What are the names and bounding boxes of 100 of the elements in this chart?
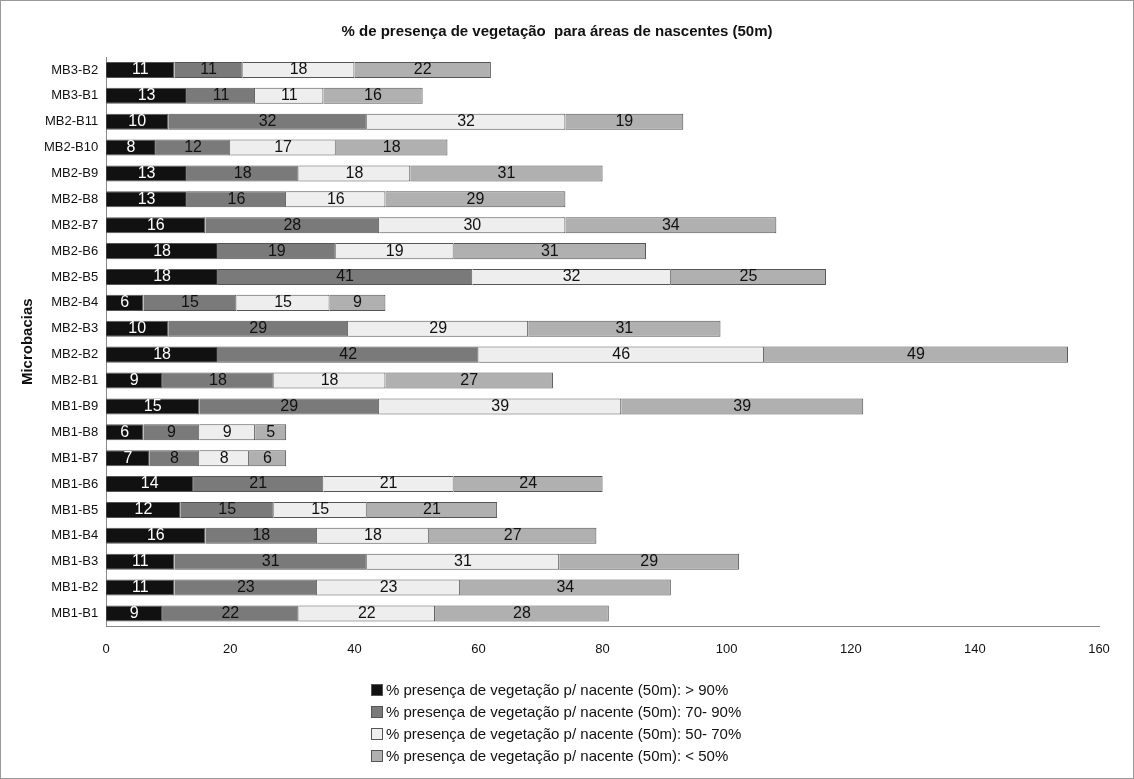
data-label: 22 <box>413 60 432 78</box>
data-label: 34 <box>661 215 680 233</box>
data-label: 18 <box>289 60 308 78</box>
data-label: 18 <box>345 163 364 181</box>
data-label: 9 <box>353 293 363 311</box>
data-label: 22 <box>357 603 376 621</box>
data-label: 39 <box>491 396 510 414</box>
data-label: 11 <box>132 577 149 595</box>
y-tick-label: MB1-B5 <box>51 501 99 517</box>
y-tick-label: MB1-B6 <box>51 475 99 491</box>
legend-label: % presença de vegetação p/ nacente (50m): 50- 70% <box>386 724 742 744</box>
x-tick-label: 80 <box>595 640 610 656</box>
x-tick-label: 60 <box>471 640 486 656</box>
legend-label: % presença de vegetação p/ nacente (50m): 70- 90% <box>386 702 742 722</box>
data-label: 29 <box>429 319 448 337</box>
data-label: 16 <box>364 86 383 104</box>
legend-label: % presença de vegetação p/ nacente (50m): > 90% <box>386 680 729 700</box>
data-label: 29 <box>466 189 485 207</box>
data-label: 18 <box>364 526 383 544</box>
data-label: 22 <box>221 603 240 621</box>
data-label: 32 <box>258 112 277 130</box>
data-label: 24 <box>519 474 538 492</box>
data-label: 11 <box>132 552 149 570</box>
data-label: 7 <box>123 448 133 466</box>
data-label: 16 <box>146 215 165 233</box>
data-label: 21 <box>249 474 268 492</box>
data-label: 30 <box>463 215 482 233</box>
data-label: 11 <box>200 60 217 78</box>
data-label: 31 <box>497 163 516 181</box>
data-label: 9 <box>129 603 139 621</box>
data-label: 31 <box>261 552 280 570</box>
data-label: 42 <box>339 345 358 363</box>
data-label: 11 <box>280 86 298 104</box>
data-label: 32 <box>562 267 581 285</box>
data-label: 28 <box>283 215 302 233</box>
y-tick-label: MB2-B4 <box>51 294 99 310</box>
y-tick-label: MB1-B3 <box>51 553 99 569</box>
data-label: 49 <box>907 345 925 363</box>
y-tick-label: MB2-B8 <box>51 190 99 206</box>
data-label: 29 <box>640 552 659 570</box>
y-tick-label: MB2-B7 <box>51 216 99 232</box>
data-label: 15 <box>311 500 330 518</box>
data-label: 15 <box>218 500 237 518</box>
x-tick-label: 40 <box>347 640 362 656</box>
data-label: 18 <box>153 345 172 363</box>
data-label: 28 <box>513 603 531 621</box>
data-label: 13 <box>137 163 156 181</box>
data-label: 8 <box>169 448 179 466</box>
data-label: 34 <box>556 577 575 595</box>
y-tick-label: MB2-B6 <box>51 242 99 258</box>
y-tick-label: MB1-B4 <box>51 527 99 543</box>
data-label: 46 <box>612 345 631 363</box>
y-tick-label: MB2-B1 <box>51 372 99 388</box>
data-label: 32 <box>457 112 476 130</box>
x-tick-label: 0 <box>102 640 110 656</box>
x-tick-label: 140 <box>964 640 986 656</box>
data-label: 12 <box>184 137 203 155</box>
y-tick-label: MB1-B7 <box>51 449 99 465</box>
data-label: 18 <box>252 526 271 544</box>
data-label: 6 <box>120 422 130 440</box>
y-tick-label: MB2-B5 <box>51 268 99 284</box>
data-label: 9 <box>129 370 139 388</box>
x-tick-label: 100 <box>715 640 738 656</box>
data-label: 15 <box>181 293 199 311</box>
data-label: 18 <box>320 370 339 388</box>
data-label: 16 <box>227 189 246 207</box>
data-label: 39 <box>733 396 752 414</box>
x-tick-label: 20 <box>223 640 238 656</box>
data-label: 9 <box>222 422 232 440</box>
data-label: 27 <box>503 526 522 544</box>
data-label: 21 <box>423 500 441 518</box>
data-label: 18 <box>153 267 172 285</box>
y-tick-label: MB3-B1 <box>51 87 99 103</box>
y-tick-label: MB2-B3 <box>51 320 99 336</box>
data-label: 8 <box>219 448 229 466</box>
data-label: 31 <box>540 241 559 259</box>
data-label: 16 <box>326 189 345 207</box>
data-label: 11 <box>212 86 230 104</box>
data-label: 5 <box>266 422 276 440</box>
data-label: 25 <box>739 267 758 285</box>
y-tick-label: MB2-B10 <box>43 139 99 155</box>
y-tick-label: MB2-B11 <box>44 113 99 129</box>
y-tick-label: MB1-B8 <box>51 423 99 439</box>
data-label: 13 <box>137 189 156 207</box>
data-label: 13 <box>137 86 156 104</box>
data-label: 18 <box>233 163 252 181</box>
y-tick-label: MB2-B9 <box>51 165 99 181</box>
data-label: 23 <box>236 577 255 595</box>
data-label: 18 <box>382 137 401 155</box>
legend-label: % presença de vegetação p/ nacente (50m): < 50% <box>386 746 729 766</box>
y-tick-label: MB1-B2 <box>51 579 99 595</box>
data-label: 18 <box>208 370 227 388</box>
x-tick-label: 120 <box>839 640 862 656</box>
y-tick-label: MB2-B2 <box>51 346 99 362</box>
data-label: 29 <box>280 396 299 414</box>
y-tick-label: MB1-B9 <box>51 397 99 413</box>
data-label: 19 <box>615 112 634 130</box>
data-label: 19 <box>385 241 404 259</box>
y-tick-label: MB3-B2 <box>51 61 99 77</box>
data-label: 31 <box>454 552 472 570</box>
